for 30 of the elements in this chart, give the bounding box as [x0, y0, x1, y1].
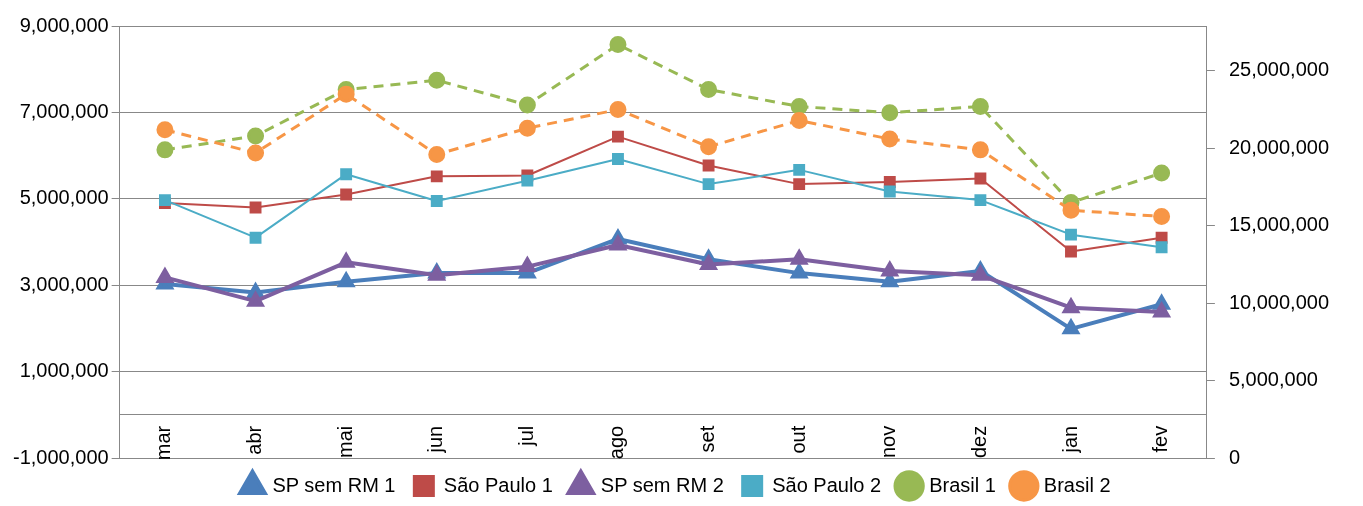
x-tick-label: jun [424, 425, 447, 454]
y-tick-label: 1,000,000 [19, 359, 109, 382]
x-tick-label: ago [605, 425, 628, 460]
x-tick-label: jan [1058, 425, 1081, 454]
x-tick-label: mai [333, 425, 356, 459]
y2-tick-label: 10,000,000 [1228, 290, 1330, 313]
legend-label: Brasil 1 [929, 473, 996, 496]
legend-label: SP sem RM 2 [600, 473, 724, 496]
y2-tick-label: 5,000,000 [1228, 368, 1318, 391]
legend-label: Brasil 2 [1043, 473, 1111, 496]
x-tick-label: mar [152, 425, 175, 461]
x-tick-label: dez [967, 425, 990, 459]
x-tick-label: fev [1149, 425, 1172, 453]
y-tick-label: 9,000,000 [19, 13, 109, 36]
y2-tick-label: 0 [1228, 445, 1241, 468]
y-tick-label: -1,000,000 [12, 445, 109, 468]
x-tick-label: set [696, 425, 719, 453]
x-tick-label: abr [243, 425, 266, 455]
y2-tick-label: 20,000,000 [1228, 135, 1330, 158]
legend-label: SP sem RM 1 [272, 473, 396, 496]
y-tick-label: 3,000,000 [19, 272, 109, 295]
y-tick-label: 7,000,000 [19, 99, 109, 122]
x-tick-label: nov [877, 425, 900, 459]
legend-label: São Paulo 1 [443, 473, 553, 496]
x-tick-label: jul [514, 425, 537, 447]
y2-tick-label: 25,000,000 [1228, 58, 1330, 81]
x-tick-label: out [786, 425, 809, 454]
y2-tick-label: 15,000,000 [1228, 213, 1330, 236]
legend-label: São Paulo 2 [772, 473, 882, 496]
y-tick-label: 5,000,000 [19, 186, 109, 209]
